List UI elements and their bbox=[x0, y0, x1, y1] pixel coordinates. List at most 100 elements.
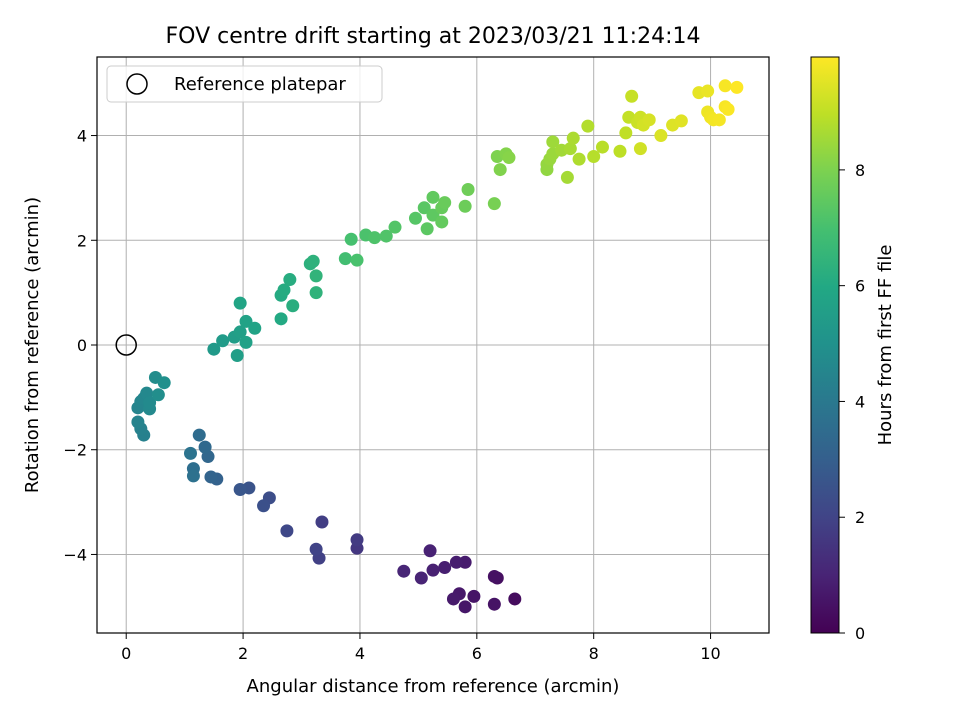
data-point bbox=[730, 80, 744, 94]
data-point bbox=[566, 131, 580, 145]
data-point bbox=[309, 542, 323, 556]
data-points bbox=[131, 79, 744, 614]
data-point bbox=[423, 544, 437, 558]
data-point bbox=[379, 229, 393, 243]
data-point bbox=[642, 113, 656, 127]
data-point bbox=[309, 269, 323, 283]
colorbar-gradient bbox=[810, 56, 840, 634]
colorbar-tick-label: 2 bbox=[855, 508, 865, 527]
data-point bbox=[192, 428, 206, 442]
colorbar-tick-label: 8 bbox=[855, 161, 865, 180]
data-point bbox=[183, 446, 197, 460]
data-point bbox=[487, 569, 501, 583]
data-point bbox=[493, 163, 507, 177]
data-point bbox=[581, 119, 595, 133]
data-point bbox=[283, 273, 297, 287]
x-tick-label: 8 bbox=[589, 644, 599, 663]
data-point bbox=[587, 149, 601, 163]
y-tick-label: −4 bbox=[63, 545, 87, 564]
data-point bbox=[487, 197, 501, 211]
legend: Reference platepar bbox=[106, 65, 383, 103]
data-point bbox=[131, 415, 145, 429]
data-point bbox=[248, 321, 262, 335]
data-point bbox=[338, 252, 352, 266]
data-point bbox=[461, 182, 475, 196]
data-point bbox=[230, 348, 244, 362]
x-tick-label: 10 bbox=[700, 644, 720, 663]
legend-marker-icon bbox=[126, 73, 148, 95]
x-tick-label: 2 bbox=[238, 644, 248, 663]
x-axis-ticks: 0 2 4 6 8 10 bbox=[121, 633, 721, 663]
data-point bbox=[388, 220, 402, 234]
data-point bbox=[435, 215, 449, 229]
colorbar-label: Hours from first FF file bbox=[875, 245, 896, 446]
data-point bbox=[151, 388, 165, 402]
data-point bbox=[344, 232, 358, 246]
grid-lines bbox=[97, 57, 769, 633]
data-point bbox=[414, 571, 428, 585]
data-point bbox=[306, 254, 320, 268]
data-point bbox=[286, 299, 300, 313]
data-point bbox=[417, 201, 431, 215]
data-point bbox=[546, 135, 560, 149]
data-point bbox=[397, 564, 411, 578]
data-point bbox=[560, 170, 574, 184]
y-tick-label: 4 bbox=[77, 127, 87, 146]
data-point bbox=[595, 140, 609, 154]
data-point bbox=[157, 376, 171, 390]
colorbar-ticks: 0 2 4 6 8 bbox=[839, 161, 865, 643]
data-point bbox=[426, 563, 440, 577]
data-point bbox=[257, 499, 271, 513]
data-point bbox=[721, 102, 735, 116]
colorbar-tick-label: 4 bbox=[855, 392, 865, 411]
data-point bbox=[502, 151, 516, 165]
y-axis-label: Rotation from reference (arcmin) bbox=[22, 197, 43, 493]
data-point bbox=[718, 79, 732, 93]
data-point bbox=[420, 222, 434, 236]
data-point bbox=[467, 589, 481, 603]
data-point bbox=[204, 470, 218, 484]
reference-point bbox=[115, 334, 137, 356]
data-point bbox=[143, 396, 157, 410]
colorbar-tick-label: 6 bbox=[855, 277, 865, 296]
data-point bbox=[350, 533, 364, 547]
data-point bbox=[619, 126, 633, 140]
colorbar: 0 2 4 6 8 Hours from first FF file bbox=[810, 56, 896, 643]
reference-marker bbox=[115, 334, 137, 356]
data-point bbox=[280, 524, 294, 538]
data-point bbox=[508, 592, 522, 606]
data-point bbox=[274, 312, 288, 326]
data-point bbox=[207, 342, 221, 356]
y-axis-ticks: −4 −2 0 2 4 bbox=[63, 127, 97, 564]
data-point bbox=[613, 144, 627, 158]
data-point bbox=[458, 600, 472, 614]
data-point bbox=[438, 561, 452, 575]
data-point bbox=[408, 211, 422, 225]
data-point bbox=[438, 196, 452, 210]
x-axis-label: Angular distance from reference (arcmin) bbox=[247, 676, 620, 697]
data-point bbox=[487, 597, 501, 611]
data-point bbox=[654, 129, 668, 143]
data-point bbox=[309, 286, 323, 300]
data-point bbox=[426, 208, 440, 222]
data-point bbox=[426, 190, 440, 204]
data-point bbox=[239, 335, 253, 349]
y-tick-label: −2 bbox=[63, 441, 87, 460]
x-tick-label: 0 bbox=[121, 644, 131, 663]
data-point bbox=[233, 296, 247, 310]
data-point bbox=[458, 199, 472, 213]
data-point bbox=[449, 555, 463, 569]
data-point bbox=[563, 142, 577, 156]
data-point bbox=[233, 483, 247, 497]
data-point bbox=[625, 89, 639, 103]
data-point bbox=[277, 283, 291, 297]
data-point bbox=[216, 334, 230, 348]
data-point bbox=[674, 114, 688, 128]
x-tick-label: 6 bbox=[472, 644, 482, 663]
data-point bbox=[198, 440, 212, 454]
data-point bbox=[315, 515, 329, 529]
data-point bbox=[239, 314, 253, 328]
y-tick-label: 0 bbox=[77, 336, 87, 355]
y-tick-label: 2 bbox=[77, 231, 87, 250]
